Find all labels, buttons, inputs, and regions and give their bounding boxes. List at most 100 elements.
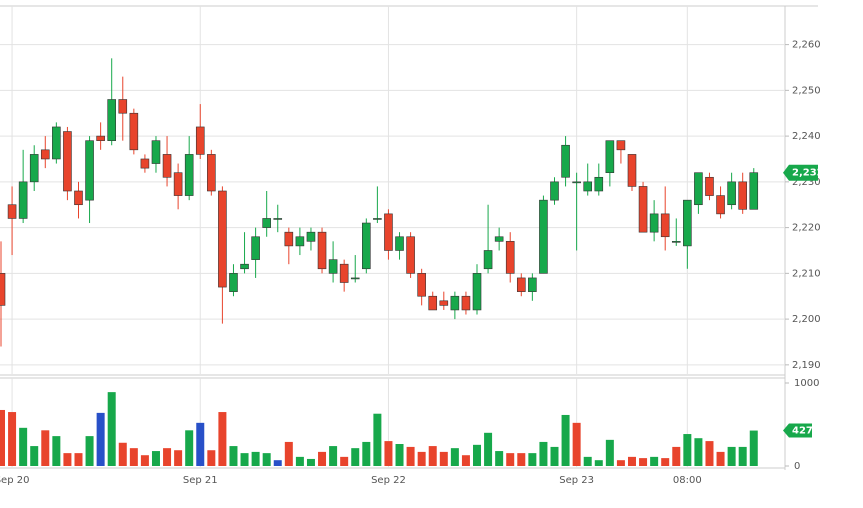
- candle-body: [229, 273, 238, 292]
- volume-bar: [8, 412, 17, 466]
- volume-bar: [85, 436, 94, 466]
- candle-body: [539, 199, 548, 274]
- candle-body: [605, 140, 615, 174]
- x-tick-label: Sep 21: [183, 475, 218, 486]
- volume-bar: [550, 446, 559, 466]
- volume-bar: [140, 455, 149, 466]
- candle-body: [384, 213, 393, 251]
- candle-body: [583, 181, 593, 192]
- candle-body: [74, 190, 83, 206]
- volume-bar: [605, 439, 614, 466]
- volume-bar: [41, 430, 50, 466]
- y-tick-label: 2,190: [792, 360, 821, 371]
- candle-body: [218, 190, 227, 288]
- volume-bar: [306, 458, 315, 466]
- candle-body: [694, 172, 703, 206]
- candle-body: [406, 236, 415, 274]
- volume-bar: [528, 453, 537, 466]
- x-tick-label: Sep 20: [0, 475, 29, 486]
- candle-body: [29, 154, 39, 183]
- volume-bar: [373, 413, 382, 466]
- candle-body: [439, 300, 449, 306]
- candle-body: [373, 218, 382, 220]
- candle-body: [306, 231, 316, 242]
- volume-bar: [96, 412, 105, 466]
- volume-marker-label: 427: [792, 426, 813, 437]
- candle-body: [505, 241, 515, 274]
- candle-body: [738, 181, 747, 210]
- candle-body: [240, 263, 249, 270]
- y-tick-label: 1000: [794, 378, 819, 389]
- candle-body: [638, 186, 648, 233]
- volume-bar: [174, 450, 183, 466]
- candle-body: [251, 236, 260, 260]
- candle-body: [195, 126, 205, 155]
- volume-bar: [329, 446, 338, 466]
- volume-bar: [52, 436, 61, 466]
- volume-bar: [650, 456, 659, 466]
- volume-bar: [738, 446, 747, 466]
- volume-bar: [473, 444, 482, 466]
- y-tick-label: 2,250: [792, 85, 821, 96]
- candle-body: [63, 131, 72, 192]
- volume-bar: [594, 460, 603, 466]
- candle-body: [173, 172, 183, 196]
- candle-body: [317, 231, 327, 270]
- volume-bar: [262, 453, 271, 466]
- volume-bar: [661, 458, 670, 466]
- volume-bar: [506, 453, 515, 466]
- volume-bar: [318, 451, 327, 466]
- volume-bar: [384, 441, 393, 466]
- volume-bar: [351, 448, 360, 466]
- volume-bar: [207, 450, 216, 466]
- candle-body: [472, 273, 482, 311]
- volume-bar: [450, 448, 459, 466]
- candle-body: [85, 140, 94, 201]
- volume-bar: [495, 451, 504, 466]
- candle-body: [151, 140, 161, 164]
- candle-body: [118, 99, 128, 114]
- candle-body: [350, 277, 360, 280]
- candle-body: [7, 204, 17, 219]
- candle-body: [140, 158, 150, 169]
- volume-bar: [251, 451, 260, 466]
- candle-body: [284, 231, 294, 247]
- candle-body: [749, 172, 759, 210]
- volume-bar: [129, 448, 138, 466]
- x-tick-label: Sep 22: [371, 475, 406, 486]
- volume-bar: [218, 412, 227, 466]
- candle-body: [207, 154, 216, 192]
- candle-body: [528, 277, 537, 292]
- volume-bar: [561, 414, 570, 466]
- y-tick-label: 2,260: [792, 40, 821, 51]
- y-tick-label: 0: [794, 461, 800, 472]
- candle-body: [362, 222, 371, 270]
- volume-bar: [185, 430, 194, 466]
- volume-bar: [63, 453, 72, 466]
- volume-bar: [627, 456, 636, 466]
- candle-body: [262, 218, 271, 228]
- volume-bar: [461, 455, 470, 466]
- y-tick-label: 2,220: [792, 223, 821, 234]
- candle-body: [417, 273, 426, 297]
- candle-body: [561, 144, 570, 178]
- y-tick-label: 2,240: [792, 131, 821, 142]
- volume-bar: [406, 446, 415, 466]
- volume-bar: [30, 446, 39, 466]
- candle-body: [516, 277, 526, 292]
- x-tick-label: Sep 23: [559, 475, 594, 486]
- candle-body: [594, 176, 604, 192]
- volume-bar: [639, 458, 648, 466]
- volume-bar: [428, 446, 437, 466]
- volume-bar: [616, 460, 625, 466]
- candle-body: [40, 149, 50, 160]
- volume-bar: [683, 434, 692, 466]
- volume-bar: [74, 453, 83, 466]
- candle-body: [727, 181, 736, 206]
- volume-bar: [151, 451, 160, 466]
- candle-body: [483, 250, 493, 270]
- candle-body: [649, 213, 659, 233]
- candle-body: [683, 199, 692, 247]
- candle-body: [428, 295, 438, 311]
